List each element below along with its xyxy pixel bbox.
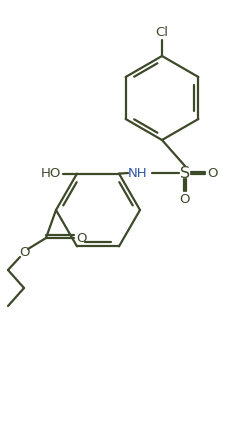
Text: S: S — [180, 166, 190, 181]
Text: O: O — [76, 232, 86, 244]
Text: O: O — [19, 246, 29, 259]
Text: O: O — [207, 166, 218, 179]
Text: HO: HO — [41, 167, 61, 180]
Text: Cl: Cl — [155, 26, 169, 39]
Text: O: O — [180, 193, 190, 206]
Text: NH: NH — [128, 166, 148, 179]
